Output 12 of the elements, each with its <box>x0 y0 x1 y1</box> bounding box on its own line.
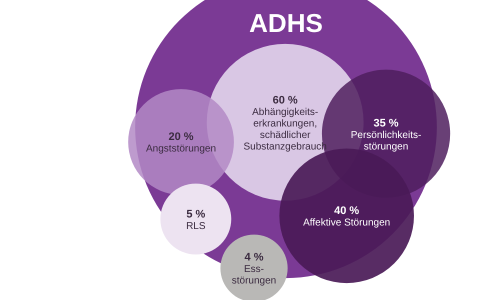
data-label: 20 % <box>168 131 194 144</box>
category-label: Ess- störungen <box>232 264 276 287</box>
data-label: 4 % <box>244 252 264 264</box>
text: ADHS <box>249 8 323 38</box>
category-label: Affektive Störungen <box>303 218 390 229</box>
data-label: 35 % <box>374 117 399 130</box>
category-label: RLS <box>186 220 206 232</box>
data-label: 60 % <box>272 94 298 106</box>
category-label: Persönlichkeits- störungen <box>350 130 422 152</box>
data-label: 40 % <box>334 205 360 218</box>
category-label: Angststörungen <box>146 144 216 155</box>
data-label: 5 % <box>186 208 206 220</box>
